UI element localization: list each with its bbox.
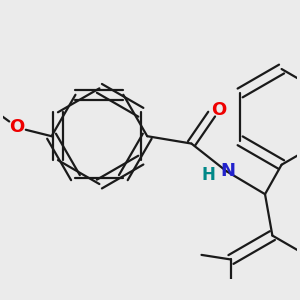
Text: O: O <box>212 101 226 119</box>
Text: N: N <box>221 162 236 180</box>
Text: H: H <box>201 166 215 184</box>
Text: O: O <box>9 118 24 136</box>
